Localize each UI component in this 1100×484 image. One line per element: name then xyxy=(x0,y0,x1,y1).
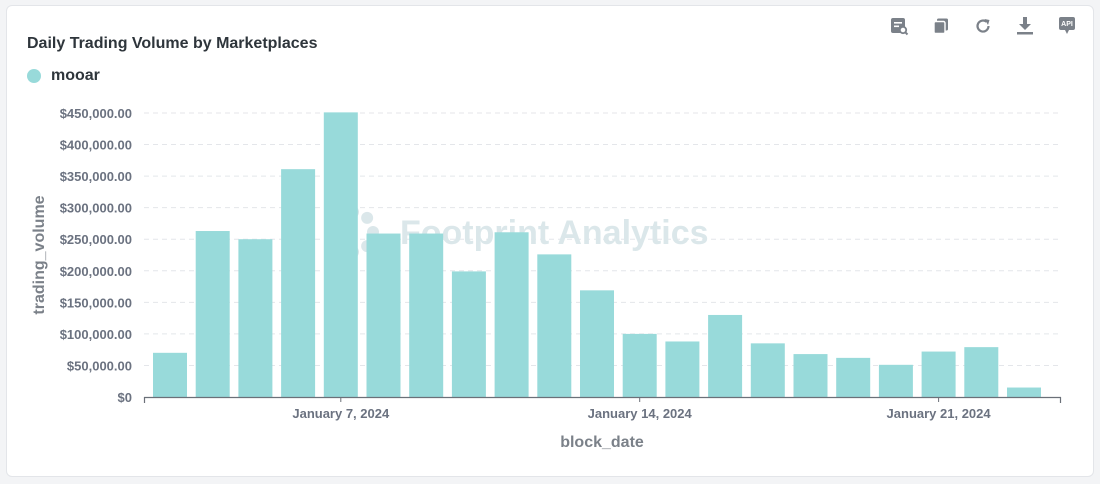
view-data-button[interactable] xyxy=(885,14,913,38)
bar xyxy=(793,354,828,397)
watermark-logo-dot xyxy=(361,211,374,224)
y-tick-label: $250,000.00 xyxy=(60,232,132,247)
refresh-icon xyxy=(976,19,990,33)
refresh-button[interactable] xyxy=(969,14,997,38)
bar xyxy=(878,364,913,397)
legend-swatch xyxy=(27,69,41,83)
download-icon xyxy=(1017,17,1033,35)
bar xyxy=(964,347,999,397)
x-tick-label: January 7, 2024 xyxy=(292,406,390,421)
chart-title: Daily Trading Volume by Marketplaces xyxy=(27,35,318,52)
bar xyxy=(708,314,743,397)
bar xyxy=(323,112,358,397)
bar xyxy=(195,231,230,397)
y-tick-label: $450,000.00 xyxy=(60,106,132,121)
copy-button[interactable] xyxy=(927,14,955,38)
copy-icon xyxy=(933,18,948,35)
chart-toolbar: API xyxy=(885,14,1081,38)
legend[interactable]: mooar xyxy=(27,66,100,86)
y-tick-label: $100,000.00 xyxy=(60,327,132,342)
y-tick-label: $350,000.00 xyxy=(60,169,132,184)
bar xyxy=(238,239,273,397)
view-data-icon xyxy=(891,18,909,36)
bar xyxy=(494,232,529,397)
bar xyxy=(1007,387,1041,397)
bar xyxy=(366,233,401,397)
y-tick-label: $300,000.00 xyxy=(60,201,132,216)
bar xyxy=(836,357,871,397)
bar xyxy=(750,343,785,397)
y-tick-label: $0 xyxy=(118,390,132,405)
bar xyxy=(153,352,187,397)
bar xyxy=(451,271,486,397)
bar xyxy=(921,351,956,397)
watermark-text: Footprint Analytics xyxy=(400,214,709,252)
legend-label: mooar xyxy=(51,67,100,84)
y-tick-label: $150,000.00 xyxy=(60,295,132,310)
api-icon-label: API xyxy=(1061,21,1073,28)
bar xyxy=(665,341,700,397)
y-axis-title: trading_volume xyxy=(31,195,48,314)
bar xyxy=(409,233,444,397)
chart-card: Daily Trading Volume by Marketplaces moo… xyxy=(6,5,1094,477)
api-button[interactable]: API xyxy=(1053,14,1081,38)
api-icon: API xyxy=(1059,17,1075,34)
download-button[interactable] xyxy=(1011,14,1039,38)
y-tick-label: $50,000.00 xyxy=(67,358,132,373)
x-tick-label: January 21, 2024 xyxy=(887,406,992,421)
x-axis-title: block_date xyxy=(560,434,644,451)
y-tick-label: $400,000.00 xyxy=(60,138,132,153)
y-tick-label: $200,000.00 xyxy=(60,264,132,279)
bar xyxy=(580,290,614,397)
bar xyxy=(622,333,657,397)
bar xyxy=(537,254,572,397)
bar xyxy=(281,169,316,397)
x-tick-label: January 14, 2024 xyxy=(588,406,693,421)
